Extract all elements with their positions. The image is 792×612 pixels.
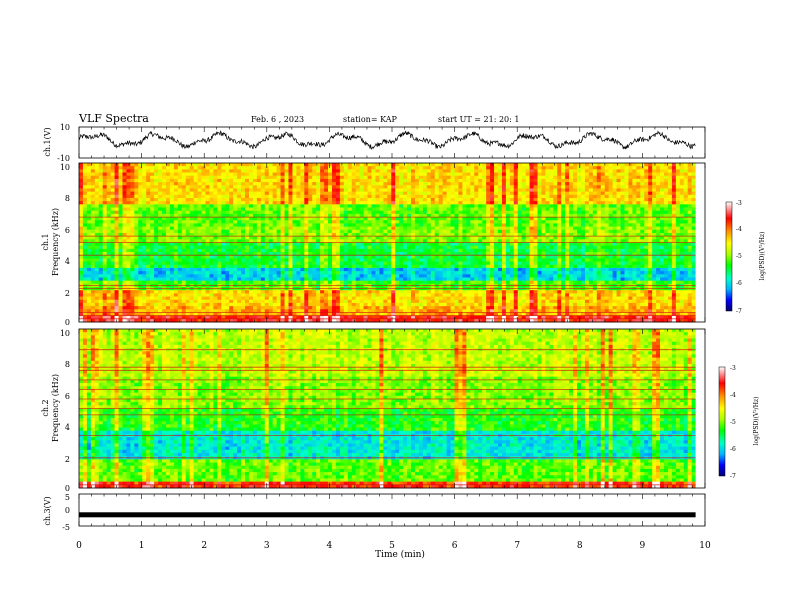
- chart-title: VLF Spectra: [79, 112, 149, 125]
- ch1-waveform-line: [78, 130, 696, 150]
- xtick-7: 7: [514, 541, 520, 551]
- ch1-spectrogram-panel: 10 8 6 4 2 0 ch.1 Frequency (kHz): [41, 162, 706, 327]
- ch1-freq-tick-6: 6: [65, 226, 70, 235]
- ch2-freq-tick-10: 10: [60, 329, 70, 338]
- ch1-waveform-panel: 10 -10 ch.1(V): [43, 123, 706, 163]
- ch1-freq-tick-0: 0: [65, 318, 70, 327]
- ch1-freq-tick-2: 2: [65, 289, 70, 298]
- ch3-ylabel: ch.3(V): [43, 496, 52, 525]
- ch3-ytick-5: 5: [65, 493, 70, 502]
- cbar2-tick-3: -3: [730, 365, 736, 372]
- x-axis-label: Time (min): [375, 549, 425, 560]
- ch1-colorbar: -3 -4 -5 -6 -7 log(PSD)(V²/Hz): [725, 200, 766, 315]
- ch2-freq-tick-2: 2: [65, 455, 70, 464]
- xtick-1: 1: [139, 541, 145, 551]
- ch1-freq-tick-10: 10: [60, 163, 70, 172]
- cbar1-label: log(PSD)(V²/Hz): [759, 232, 766, 281]
- cbar1-tick-5: -5: [736, 253, 742, 260]
- ch2-spec-freq-label: Frequency (kHz): [51, 374, 60, 442]
- ch1-spec-freq-label: Frequency (kHz): [51, 208, 60, 276]
- ch3-ytick-neg5: -5: [62, 523, 70, 532]
- cbar1-tick-6: -6: [736, 280, 742, 287]
- ch3-waveform-band: [79, 512, 696, 518]
- ch3-ytick-0: 0: [65, 506, 70, 515]
- cbar2-tick-6: -6: [730, 446, 736, 453]
- ch3-x-ticks: [78, 494, 706, 526]
- xtick-2: 2: [201, 541, 207, 551]
- ch1-ytick-10: 10: [60, 123, 70, 132]
- ch2-spec-channel-label: ch.2: [41, 399, 50, 416]
- ch1-spec-channel-label: ch.1: [41, 233, 50, 250]
- ch2-spectrogram-panel: 10 8 6 4 2 0 ch.2 Frequency (kHz): [41, 328, 706, 493]
- cbar1-tick-3: -3: [736, 200, 742, 207]
- start-time-label: start UT = 21: 20: 1: [438, 115, 520, 124]
- date-label: Feb. 6 , 2023: [251, 115, 305, 124]
- ch1-freq-tick-8: 8: [65, 194, 70, 203]
- ch2-spec-ticks: [78, 329, 706, 488]
- ch2-freq-tick-6: 6: [65, 392, 70, 401]
- ch1-spec-ticks: [78, 163, 706, 322]
- xtick-6: 6: [452, 541, 458, 551]
- xtick-9: 9: [640, 541, 646, 551]
- station-label: station= KAP: [343, 115, 397, 124]
- ch1-x-ticks: [78, 127, 706, 158]
- xtick-3: 3: [264, 541, 270, 551]
- cbar1-tick-7: -7: [736, 308, 742, 315]
- ch1-ytick-neg10: -10: [57, 154, 70, 163]
- xtick-10: 10: [699, 541, 711, 551]
- ch2-freq-tick-8: 8: [65, 360, 70, 369]
- xtick-4: 4: [327, 541, 333, 551]
- cbar1-tick-4: -4: [736, 226, 742, 233]
- ch1-ylabel: ch.1(V): [43, 127, 52, 156]
- ch2-freq-tick-4: 4: [65, 423, 70, 432]
- ch1-freq-tick-4: 4: [65, 257, 70, 266]
- ch2-colorbar: -3 -4 -5 -6 -7 log(PSD)(V²/Hz): [718, 365, 760, 480]
- xtick-8: 8: [577, 541, 583, 551]
- ch3-waveform-panel: 5 0 -5 ch.3(V) 0 1 2 3 4 5 6 7 8 9 10 Ti…: [43, 493, 711, 560]
- ch2-freq-tick-0: 0: [65, 484, 70, 493]
- xtick-0: 0: [76, 541, 82, 551]
- ch1-spectrogram-image: [79, 163, 705, 323]
- cbar2-label: log(PSD)(V²/Hz): [753, 397, 760, 446]
- cbar2-tick-7: -7: [730, 473, 736, 480]
- cbar2-tick-5: -5: [730, 419, 736, 426]
- cbar2-tick-4: -4: [730, 392, 736, 399]
- x-tick-labels: 0 1 2 3 4 5 6 7 8 9 10: [76, 541, 711, 551]
- xtick-5: 5: [389, 541, 395, 551]
- ch2-spectrogram-image: [79, 329, 705, 489]
